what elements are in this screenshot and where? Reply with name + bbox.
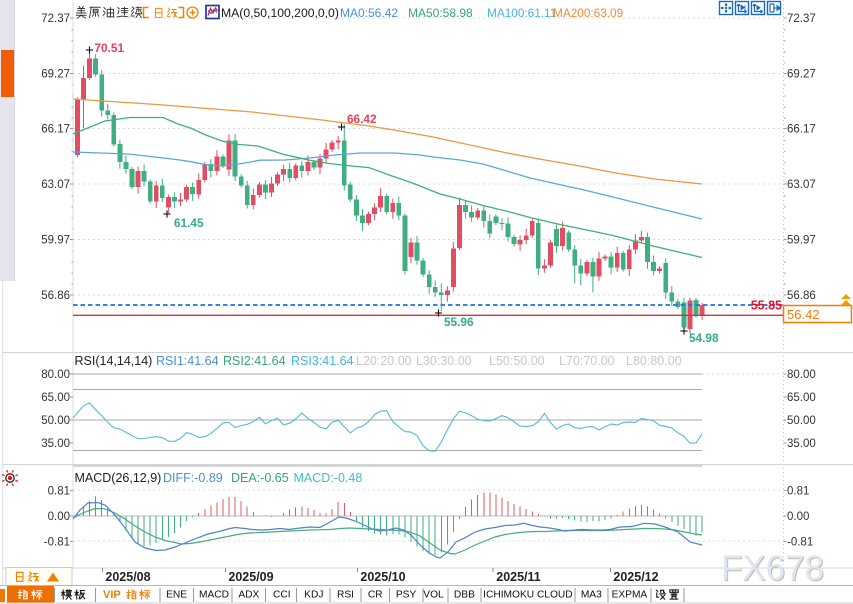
svg-text:FX678: FX678 bbox=[721, 549, 824, 588]
svg-text:MACD:-0.48: MACD:-0.48 bbox=[294, 471, 363, 485]
svg-text:RSI1:41.64: RSI1:41.64 bbox=[156, 354, 219, 368]
svg-text:DIFF:-0.89: DIFF:-0.89 bbox=[163, 471, 223, 485]
svg-text:RSI3:41.64: RSI3:41.64 bbox=[291, 354, 354, 368]
svg-text:ADX: ADX bbox=[238, 590, 259, 601]
svg-text:MA100:61.11: MA100:61.11 bbox=[487, 6, 556, 20]
svg-text:2025/08: 2025/08 bbox=[105, 570, 150, 584]
svg-text:65.00: 65.00 bbox=[787, 392, 816, 404]
svg-text:MA3: MA3 bbox=[581, 590, 602, 601]
svg-text:ICHIMOKU CLOUD: ICHIMOKU CLOUD bbox=[483, 590, 572, 601]
svg-text:PSY: PSY bbox=[396, 590, 417, 601]
svg-text:DBB: DBB bbox=[454, 590, 475, 601]
svg-text:KDJ: KDJ bbox=[304, 590, 323, 601]
svg-text:0.81: 0.81 bbox=[787, 486, 809, 498]
svg-text:63.07: 63.07 bbox=[41, 179, 70, 191]
svg-text:66.17: 66.17 bbox=[41, 124, 70, 136]
svg-text:2025/09: 2025/09 bbox=[228, 570, 273, 584]
svg-text:59.97: 59.97 bbox=[41, 234, 70, 246]
svg-text:55.85: 55.85 bbox=[751, 299, 782, 313]
svg-text:L80:80.00: L80:80.00 bbox=[626, 354, 682, 368]
svg-text:L30:30.00: L30:30.00 bbox=[416, 354, 472, 368]
svg-text:VIP: VIP bbox=[103, 589, 121, 601]
svg-text:MA50:58.98: MA50:58.98 bbox=[408, 6, 473, 20]
svg-text:70.51: 70.51 bbox=[95, 41, 125, 55]
svg-text:66.42: 66.42 bbox=[347, 112, 377, 126]
svg-text:72.37: 72.37 bbox=[787, 13, 816, 25]
svg-text:MACD: MACD bbox=[199, 590, 229, 601]
svg-text:50.00: 50.00 bbox=[41, 415, 70, 427]
svg-text:MA0:56.42: MA0:56.42 bbox=[340, 6, 398, 20]
svg-text:MA(0,50,100,200,0,0): MA(0,50,100,200,0,0) bbox=[221, 6, 339, 20]
svg-text:59.97: 59.97 bbox=[787, 234, 816, 246]
svg-text:RSI(14,14,14): RSI(14,14,14) bbox=[75, 354, 153, 368]
svg-text:2025/12: 2025/12 bbox=[613, 570, 658, 584]
svg-text:0.00: 0.00 bbox=[787, 511, 809, 523]
svg-text:80.00: 80.00 bbox=[41, 369, 70, 381]
svg-text:69.27: 69.27 bbox=[41, 68, 70, 80]
svg-text:CR: CR bbox=[368, 590, 383, 601]
svg-text:66.17: 66.17 bbox=[787, 124, 816, 136]
svg-text:65.00: 65.00 bbox=[41, 392, 70, 404]
svg-text:63.07: 63.07 bbox=[787, 179, 816, 191]
svg-text:-0.81: -0.81 bbox=[787, 536, 813, 548]
svg-text:RSI: RSI bbox=[337, 590, 354, 601]
svg-text:L70:70.00: L70:70.00 bbox=[559, 354, 615, 368]
svg-text:EXPMA: EXPMA bbox=[612, 590, 648, 601]
svg-text:-0.81: -0.81 bbox=[44, 536, 70, 548]
svg-text:56.86: 56.86 bbox=[787, 290, 816, 302]
svg-text:ENE: ENE bbox=[166, 590, 187, 601]
svg-text:2025/11: 2025/11 bbox=[496, 570, 541, 584]
svg-text:35.00: 35.00 bbox=[41, 438, 70, 450]
svg-text:0.00: 0.00 bbox=[48, 511, 70, 523]
svg-text:L50:50.00: L50:50.00 bbox=[489, 354, 545, 368]
svg-text:55.96: 55.96 bbox=[444, 315, 474, 329]
svg-text:61.45: 61.45 bbox=[174, 216, 204, 230]
svg-text:35.00: 35.00 bbox=[787, 438, 816, 450]
svg-text:MACD(26,12,9): MACD(26,12,9) bbox=[75, 471, 162, 485]
svg-text:56.86: 56.86 bbox=[41, 290, 70, 302]
svg-text:54.98: 54.98 bbox=[689, 331, 719, 345]
svg-text:56.42: 56.42 bbox=[787, 307, 820, 322]
svg-text:FX678: FX678 bbox=[722, 550, 825, 589]
svg-text:69.27: 69.27 bbox=[787, 68, 816, 80]
svg-text:72.37: 72.37 bbox=[41, 13, 70, 25]
svg-text:80.00: 80.00 bbox=[787, 369, 816, 381]
svg-text:DEA:-0.65: DEA:-0.65 bbox=[231, 471, 289, 485]
svg-text:0.81: 0.81 bbox=[48, 486, 70, 498]
svg-text:MA200:63.09: MA200:63.09 bbox=[553, 6, 623, 20]
svg-text:50.00: 50.00 bbox=[787, 415, 816, 427]
svg-text:2025/10: 2025/10 bbox=[360, 570, 405, 584]
svg-text:VOL: VOL bbox=[423, 590, 444, 601]
svg-text:CCI: CCI bbox=[273, 590, 291, 601]
svg-text:RSI2:41.64: RSI2:41.64 bbox=[223, 354, 286, 368]
svg-text:L20:20.00: L20:20.00 bbox=[356, 354, 412, 368]
